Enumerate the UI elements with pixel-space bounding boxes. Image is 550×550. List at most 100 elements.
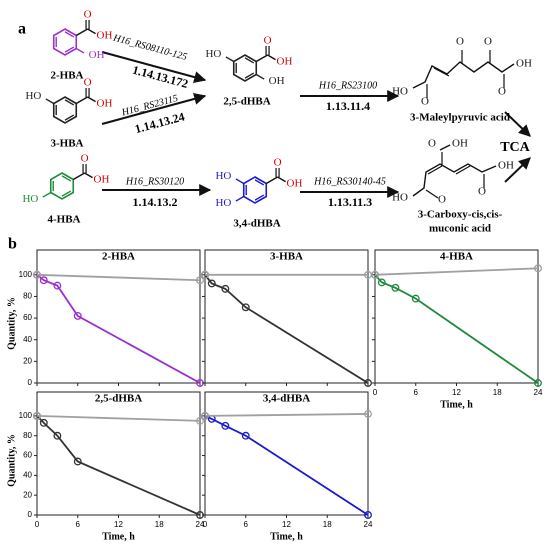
data-point bbox=[196, 416, 204, 425]
data-point bbox=[534, 264, 542, 273]
atom: OH bbox=[287, 178, 303, 190]
series-line bbox=[36, 415, 201, 516]
x-axis-label: Time, h bbox=[270, 531, 303, 542]
bond bbox=[84, 172, 93, 179]
data-point bbox=[39, 418, 48, 427]
series-line bbox=[204, 274, 369, 384]
y-tick-label: 40 bbox=[23, 335, 32, 344]
atom: O bbox=[478, 186, 486, 198]
bond bbox=[425, 189, 439, 199]
data-point bbox=[73, 311, 82, 320]
atom: OH bbox=[452, 138, 468, 150]
gene-label: H16_RS23100 bbox=[318, 80, 377, 91]
atom: O bbox=[84, 77, 92, 89]
y-tick-label: 80 bbox=[23, 292, 32, 301]
bond bbox=[254, 194, 265, 201]
x-axis-label: Time, h bbox=[102, 531, 135, 542]
ec-label: 1.13.11.3 bbox=[328, 195, 372, 209]
data-point bbox=[201, 411, 209, 420]
y-tick-label: 100 bbox=[19, 270, 33, 279]
x-tick-label: 18 bbox=[323, 520, 332, 529]
bond bbox=[61, 175, 72, 182]
series-line bbox=[374, 267, 539, 276]
data-point bbox=[201, 270, 209, 279]
atom: OH bbox=[97, 98, 113, 110]
compound-name: 2-HBA bbox=[51, 70, 84, 82]
ec-label: 1.13.11.4 bbox=[326, 99, 370, 113]
bond bbox=[433, 67, 450, 77]
bond bbox=[412, 163, 497, 197]
atom: HO bbox=[205, 48, 221, 60]
y-tick-label: 20 bbox=[23, 490, 32, 499]
atom: O bbox=[498, 86, 506, 98]
x-tick-label: 18 bbox=[493, 388, 502, 397]
chart-title: 3,4-dHBA bbox=[263, 393, 310, 405]
y-tick-label: 100 bbox=[19, 411, 33, 420]
bond bbox=[42, 191, 52, 198]
chart-title: 2-HBA bbox=[102, 251, 135, 263]
bond bbox=[455, 165, 471, 175]
x-axis-label: Time, h bbox=[440, 399, 473, 410]
y-tick-label: 60 bbox=[23, 313, 32, 322]
arrow bbox=[101, 93, 207, 125]
gene-label: H16_RS30120 bbox=[125, 176, 184, 187]
atom: OH bbox=[516, 58, 532, 70]
ring bbox=[232, 54, 258, 82]
data-point bbox=[241, 431, 250, 440]
plot-frame bbox=[36, 249, 201, 384]
compound-name: 3,4-dHBA bbox=[233, 218, 280, 230]
data-point bbox=[33, 270, 41, 279]
arrow bbox=[101, 51, 207, 83]
data-point bbox=[73, 457, 82, 466]
x-tick-label: 6 bbox=[244, 520, 249, 529]
x-tick-label: 0 bbox=[203, 520, 208, 529]
bond bbox=[439, 144, 451, 151]
bond bbox=[75, 28, 88, 37]
bond bbox=[255, 54, 268, 63]
data-point bbox=[241, 303, 250, 312]
chart-title: 2,5-dHBA bbox=[95, 393, 142, 405]
bond bbox=[64, 114, 75, 121]
atom: OH bbox=[89, 49, 105, 61]
data-point bbox=[364, 511, 372, 519]
data-point bbox=[53, 281, 62, 290]
product-name: 3-Maleylpyruvic acid bbox=[410, 112, 510, 124]
x-tick-label: 18 bbox=[155, 520, 164, 529]
y-tick-label: 60 bbox=[23, 451, 32, 460]
data-point bbox=[196, 276, 204, 285]
plot-frame bbox=[204, 249, 369, 384]
data-point bbox=[377, 278, 386, 287]
series-line bbox=[374, 274, 539, 384]
atom: OH bbox=[277, 56, 293, 68]
bond bbox=[244, 57, 255, 64]
bond bbox=[64, 99, 75, 106]
ring bbox=[242, 176, 268, 204]
bond bbox=[235, 195, 245, 202]
x-tick-label: 6 bbox=[414, 388, 419, 397]
product-name: 3-Carboxy-cis,cis- bbox=[418, 209, 503, 221]
bond bbox=[75, 47, 85, 54]
data-point bbox=[364, 379, 372, 387]
atom: OH bbox=[269, 75, 285, 87]
ec-label: 1.14.13.2 bbox=[133, 195, 178, 209]
x-tick-label: 12 bbox=[114, 520, 123, 529]
data-point bbox=[39, 276, 48, 285]
x-tick-label: 24 bbox=[196, 520, 205, 529]
bond bbox=[412, 61, 515, 89]
x-tick-label: 12 bbox=[282, 520, 291, 529]
arrow bbox=[504, 111, 531, 137]
compound-name: 2,5-dHBA bbox=[223, 96, 270, 108]
atom: HO bbox=[215, 170, 231, 182]
x-tick-label: 24 bbox=[364, 520, 373, 529]
bond bbox=[87, 96, 96, 103]
data-point bbox=[534, 379, 542, 387]
y-tick-label: 40 bbox=[23, 470, 32, 479]
atom: HO bbox=[25, 90, 41, 102]
data-point bbox=[391, 283, 400, 292]
bond bbox=[75, 96, 88, 105]
x-tick-label: 6 bbox=[76, 520, 81, 529]
bond bbox=[87, 28, 96, 35]
atom: O bbox=[274, 157, 282, 169]
bond bbox=[72, 172, 85, 181]
x-tick-label: 12 bbox=[452, 388, 461, 397]
